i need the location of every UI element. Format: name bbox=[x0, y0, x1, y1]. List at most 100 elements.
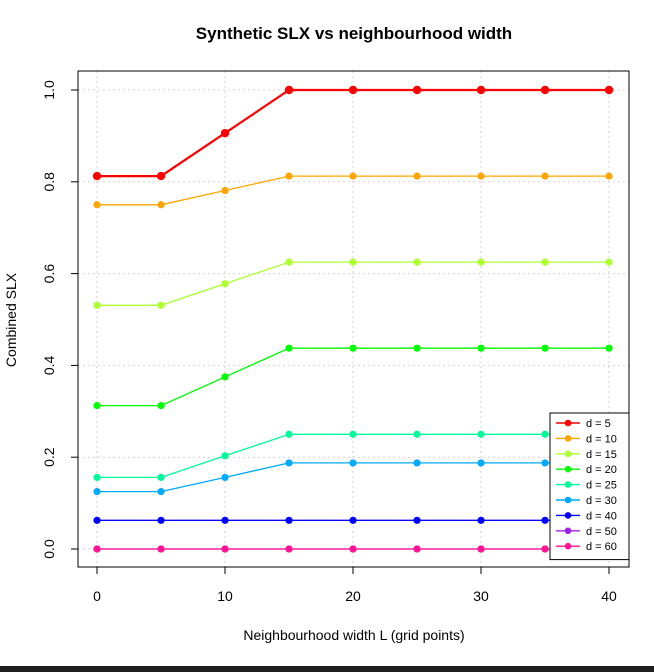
data-point bbox=[413, 172, 421, 180]
series-line bbox=[97, 175, 609, 206]
data-point bbox=[157, 545, 165, 553]
data-point bbox=[412, 85, 422, 95]
data-point bbox=[477, 258, 485, 266]
y-tick-label: 0.4 bbox=[41, 355, 57, 375]
data-point bbox=[157, 201, 165, 209]
data-point bbox=[285, 430, 293, 438]
data-point bbox=[477, 545, 485, 553]
data-point bbox=[93, 473, 101, 481]
y-tick-label: 0.6 bbox=[41, 264, 57, 284]
data-point bbox=[477, 459, 485, 467]
data-point bbox=[221, 545, 229, 553]
data-point bbox=[349, 344, 357, 352]
data-point bbox=[157, 401, 165, 410]
data-point bbox=[93, 545, 101, 553]
y-axis-label: Combined SLX bbox=[3, 272, 19, 367]
data-point bbox=[477, 172, 485, 180]
data-point bbox=[93, 301, 101, 309]
data-point bbox=[221, 373, 229, 381]
data-point bbox=[413, 344, 421, 352]
data-point bbox=[413, 459, 421, 467]
data-point bbox=[477, 430, 485, 438]
data-point bbox=[285, 172, 293, 180]
data-point bbox=[477, 344, 485, 352]
data-point bbox=[605, 344, 613, 352]
legend-label: d = 30 bbox=[586, 495, 617, 507]
x-tick-label: 10 bbox=[217, 588, 233, 604]
series-line bbox=[97, 261, 609, 306]
data-point bbox=[413, 258, 421, 266]
data-point bbox=[349, 459, 357, 467]
legend-label: d = 25 bbox=[586, 480, 617, 492]
data-point bbox=[157, 488, 165, 496]
data-point bbox=[349, 172, 357, 180]
y-tick-label: 0.2 bbox=[41, 447, 57, 467]
data-point bbox=[221, 452, 229, 460]
legend-label: d = 50 bbox=[586, 526, 617, 538]
legend-swatch-point bbox=[564, 450, 572, 458]
legend-swatch-point bbox=[564, 465, 572, 473]
y-tick-label: 0.8 bbox=[41, 172, 57, 192]
legend-swatch-point bbox=[564, 542, 572, 550]
data-point bbox=[349, 545, 357, 553]
data-point bbox=[221, 516, 229, 524]
data-point bbox=[541, 545, 549, 553]
legend-label: d = 5 bbox=[586, 418, 611, 430]
legend-swatch-point bbox=[564, 527, 572, 535]
data-point bbox=[285, 459, 293, 467]
data-point bbox=[541, 459, 549, 467]
data-point bbox=[285, 344, 293, 352]
data-point bbox=[540, 85, 550, 95]
data-point bbox=[541, 172, 549, 180]
data-point bbox=[221, 280, 229, 288]
legend-label: d = 15 bbox=[586, 449, 617, 461]
series-points bbox=[92, 85, 614, 553]
data-point bbox=[92, 171, 102, 181]
data-point bbox=[348, 85, 358, 95]
data-point bbox=[476, 85, 486, 95]
axes: 0 10 20 30 40 0.0 0.2 0.4 0.6 0.8 1.0 bbox=[41, 80, 617, 604]
legend-swatch-point bbox=[564, 496, 572, 504]
legend-swatch-point bbox=[564, 512, 572, 519]
x-tick-label: 30 bbox=[473, 588, 489, 604]
taskbar-strip bbox=[0, 666, 654, 672]
data-point bbox=[605, 258, 613, 266]
data-point bbox=[221, 473, 229, 481]
series-line bbox=[97, 433, 609, 479]
data-point bbox=[604, 85, 614, 95]
data-point bbox=[541, 258, 549, 266]
x-tick-label: 0 bbox=[93, 588, 101, 604]
data-point bbox=[93, 201, 101, 209]
legend-label: d = 40 bbox=[586, 510, 617, 522]
data-point bbox=[541, 344, 549, 352]
x-axis-label: Neighbourhood width L (grid points) bbox=[243, 627, 464, 643]
data-point bbox=[349, 430, 357, 438]
data-point bbox=[413, 516, 421, 524]
legend-label: d = 60 bbox=[586, 541, 617, 553]
data-point bbox=[285, 516, 293, 524]
data-point bbox=[93, 516, 101, 524]
y-tick-label: 1.0 bbox=[41, 80, 57, 100]
series-lines bbox=[97, 88, 609, 550]
data-point bbox=[220, 128, 230, 138]
data-point bbox=[284, 85, 294, 95]
data-point bbox=[349, 516, 357, 524]
data-point bbox=[157, 516, 165, 524]
legend-swatch-point bbox=[564, 481, 572, 488]
data-point bbox=[157, 473, 165, 481]
x-tick-label: 40 bbox=[601, 588, 617, 604]
legend-swatch-point bbox=[564, 435, 572, 442]
data-point bbox=[541, 516, 549, 524]
legend-box bbox=[549, 412, 630, 561]
data-point bbox=[413, 430, 421, 438]
legend: d = 5 d = 10 d = 15 d = 20 d = 25 d = 30 d = 4… bbox=[549, 412, 630, 561]
x-tick-label: 20 bbox=[345, 588, 361, 604]
data-point bbox=[93, 401, 101, 410]
legend-label: d = 10 bbox=[586, 433, 617, 445]
data-point bbox=[477, 516, 485, 524]
data-point bbox=[157, 301, 165, 309]
data-point bbox=[156, 171, 166, 181]
legend-label: d = 20 bbox=[586, 464, 617, 476]
data-point bbox=[349, 258, 357, 266]
